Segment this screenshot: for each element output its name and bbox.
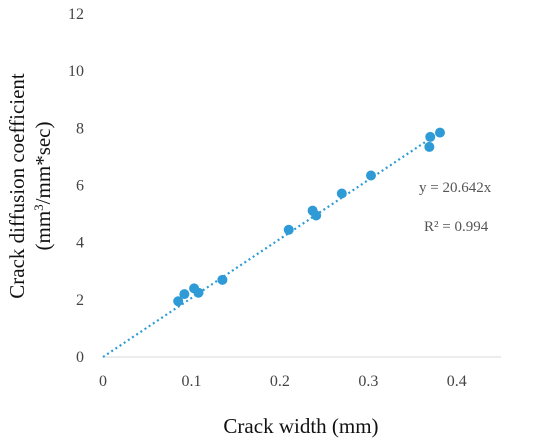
- x-axis-ticks: 0 0.1 0.2 0.3 0.4: [99, 373, 467, 390]
- y-tick-label: 4: [76, 235, 84, 252]
- y-tick-label: 8: [76, 120, 84, 137]
- y-axis-title-line1: Crack diffusion coefficient: [5, 73, 29, 299]
- trendline: [102, 128, 445, 358]
- data-point: [173, 296, 184, 307]
- y-tick-label: 2: [76, 292, 84, 309]
- data-point: [179, 289, 190, 300]
- data-point: [283, 224, 294, 235]
- data-point: [424, 141, 435, 152]
- data-point: [434, 127, 445, 138]
- x-tick-label: 0: [99, 373, 107, 390]
- x-axis-title: Crack width (mm): [223, 414, 378, 438]
- x-tick-label: 0.1: [181, 373, 201, 390]
- r-squared-label: R² = 0.994: [424, 219, 489, 235]
- x-tick-label: 0.3: [358, 373, 378, 390]
- data-point: [311, 210, 322, 221]
- data-point: [336, 188, 347, 199]
- data-point: [217, 274, 228, 285]
- data-point: [193, 287, 204, 298]
- y-tick-label: 10: [68, 63, 84, 80]
- trendline-equation: y = 20.642x: [419, 180, 492, 196]
- y-tick-label: 6: [76, 178, 84, 195]
- data-points: [173, 127, 445, 307]
- y-tick-label: 0: [76, 349, 84, 366]
- x-tick-label: 0.4: [447, 373, 467, 390]
- data-point: [425, 131, 436, 142]
- y-axis-ticks: 0 2 4 6 8 10 12: [68, 6, 84, 366]
- x-tick-label: 0.2: [270, 373, 290, 390]
- y-tick-label: 12: [68, 6, 84, 23]
- y-axis-title-line2: (mm3/mm*sec): [31, 122, 56, 251]
- data-point: [365, 170, 376, 181]
